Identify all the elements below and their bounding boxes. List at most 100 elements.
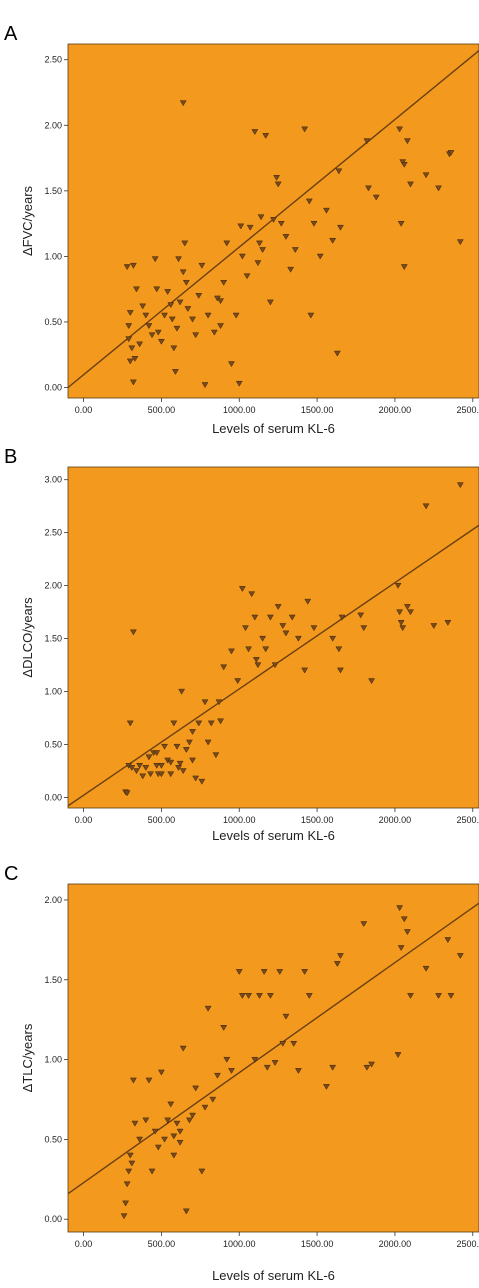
data-point <box>234 678 242 685</box>
data-point <box>422 965 430 972</box>
data-point <box>245 993 253 999</box>
data-point <box>333 961 341 968</box>
data-point <box>254 260 262 267</box>
data-point <box>276 969 284 975</box>
data-point <box>403 604 411 610</box>
data-point <box>396 905 404 912</box>
data-point <box>195 720 203 727</box>
data-point <box>129 262 137 269</box>
x-tick-label: 1000.00 <box>223 815 256 825</box>
data-point <box>288 614 296 621</box>
data-point <box>456 239 464 246</box>
data-point <box>170 1133 178 1140</box>
data-point <box>228 1068 235 1074</box>
data-point <box>125 336 133 343</box>
data-point <box>251 614 259 621</box>
data-point <box>185 1117 193 1124</box>
data-point <box>192 1085 200 1092</box>
data-point <box>126 358 134 365</box>
data-point <box>157 762 165 769</box>
data-point <box>456 482 464 489</box>
data-point <box>189 729 196 735</box>
data-point <box>157 771 165 778</box>
data-point <box>120 1213 128 1220</box>
data-point <box>154 329 162 336</box>
data-point <box>372 194 380 201</box>
data-point <box>337 224 344 231</box>
data-point <box>192 775 200 782</box>
data-point <box>133 768 140 775</box>
data-point <box>262 133 270 139</box>
data-point <box>238 253 246 260</box>
data-point <box>164 289 172 295</box>
data-point <box>145 1077 153 1084</box>
data-point <box>337 953 344 960</box>
panel-letter: A <box>4 23 18 45</box>
y-tick-label: 0.00 <box>44 1214 62 1224</box>
data-point <box>201 382 209 389</box>
data-point <box>271 662 279 669</box>
data-point <box>129 1077 137 1084</box>
data-point <box>179 768 187 775</box>
data-point <box>259 635 267 642</box>
data-point <box>136 762 144 769</box>
x-tick-label: 1000.00 <box>223 405 256 415</box>
data-point <box>139 303 147 310</box>
x-tick-label: 2000.00 <box>379 405 412 415</box>
x-tick-label: 1500.00 <box>301 405 334 415</box>
data-point <box>195 293 203 299</box>
y-tick-label: 1.00 <box>44 1055 62 1065</box>
y-tick-label: 1.00 <box>44 251 62 261</box>
data-point <box>131 356 139 362</box>
data-point <box>368 1061 376 1068</box>
data-point <box>400 264 408 271</box>
data-point <box>170 720 178 727</box>
data-point <box>204 1005 212 1012</box>
data-point <box>444 937 452 944</box>
data-point <box>207 720 215 727</box>
data-point <box>217 323 225 330</box>
data-point <box>179 100 187 107</box>
data-point <box>262 646 270 653</box>
data-point <box>368 678 376 685</box>
data-point <box>251 129 259 136</box>
data-point <box>176 760 184 767</box>
data-point <box>256 993 263 999</box>
data-point <box>204 739 212 746</box>
y-tick-label: 1.50 <box>44 634 62 644</box>
data-point <box>365 185 372 192</box>
data-point <box>192 332 200 339</box>
data-point <box>238 993 246 999</box>
data-point <box>310 220 318 227</box>
data-point <box>125 323 133 330</box>
y-tick-label: 0.50 <box>44 1134 62 1144</box>
data-point <box>310 625 318 632</box>
data-point <box>217 298 225 305</box>
data-point <box>147 771 154 778</box>
data-point <box>422 172 430 179</box>
data-point <box>220 664 228 671</box>
data-point <box>273 175 281 181</box>
data-point <box>238 586 246 592</box>
data-point <box>397 945 405 952</box>
data-point <box>123 790 131 797</box>
data-point <box>164 1117 172 1124</box>
data-point <box>279 1040 287 1047</box>
x-tick-label: 2500.00 <box>456 405 479 415</box>
data-point <box>151 256 159 263</box>
data-point <box>175 256 182 263</box>
data-point <box>170 345 178 352</box>
data-point <box>142 312 150 319</box>
data-point <box>400 916 408 923</box>
data-point <box>400 161 408 168</box>
data-point <box>161 743 168 750</box>
y-tick-label: 0.50 <box>44 739 62 749</box>
data-point <box>290 1040 298 1047</box>
x-tick-label: 1000.00 <box>223 1239 256 1249</box>
data-point <box>329 238 337 244</box>
data-point <box>210 329 218 336</box>
data-point <box>394 582 402 589</box>
data-point <box>322 1084 330 1090</box>
y-tick-label: 0.00 <box>44 383 62 393</box>
